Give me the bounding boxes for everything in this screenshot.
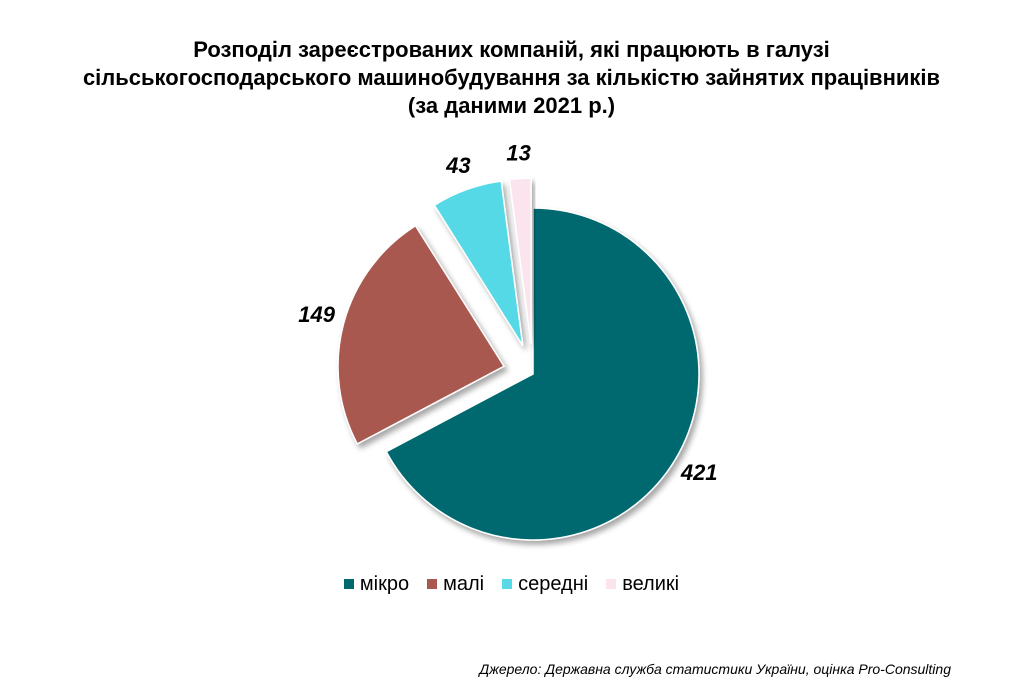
- pie-slice-small: [337, 224, 506, 445]
- legend-label-medium: середні: [518, 573, 589, 595]
- legend-label-small: малі: [443, 573, 485, 595]
- legend-item-micro: мікро: [343, 570, 410, 598]
- chart-title: Розподіл зареєстрованих компаній, які пр…: [0, 36, 1023, 120]
- legend-item-small: малі: [427, 570, 484, 598]
- legend-label-large: великі: [622, 573, 680, 595]
- data-label-large: 13: [506, 140, 530, 165]
- legend-swatch-small: [427, 579, 438, 589]
- source-note: Джерело: Державна служба статистики Укра…: [479, 661, 951, 677]
- legend-swatch-medium: [502, 579, 513, 589]
- chart-title-line-2: сільськогосподарського машинобудування з…: [82, 65, 941, 90]
- pie-slice-medium: [433, 180, 524, 347]
- legend-swatch-large: [606, 579, 617, 589]
- legend-label-micro: мікро: [359, 573, 410, 595]
- legend-swatch-micro: [343, 579, 354, 589]
- data-label-medium: 43: [445, 153, 470, 178]
- data-label-small: 149: [298, 302, 335, 327]
- pie-slice-large: [508, 177, 532, 345]
- chart-title-line-1: Розподіл зареєстрованих компаній, які пр…: [193, 37, 830, 62]
- legend-item-medium: середні: [502, 570, 588, 598]
- chart-title-line-3: (за даними 2021 р.): [407, 93, 616, 118]
- chart-legend: мікро малі середні великі: [0, 570, 1023, 598]
- legend-item-large: великі: [606, 570, 679, 598]
- data-label-micro: 421: [680, 460, 718, 485]
- pie-slice-micro: [385, 207, 700, 541]
